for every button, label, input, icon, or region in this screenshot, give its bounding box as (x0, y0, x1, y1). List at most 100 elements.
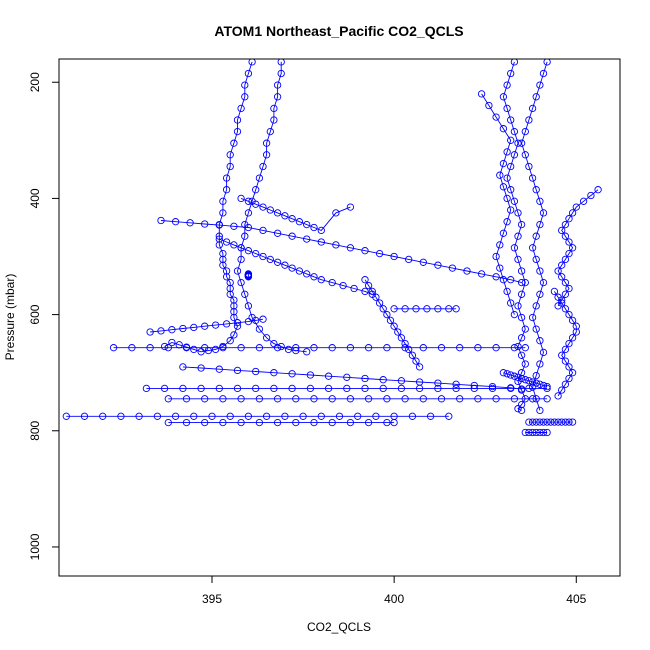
data-point (179, 384, 187, 393)
data-point (222, 238, 231, 246)
data-point (190, 323, 198, 332)
data-point (565, 339, 573, 348)
data-point (364, 395, 373, 403)
data-point (419, 395, 427, 403)
data-point (539, 348, 548, 357)
data-point (558, 226, 566, 235)
data-point (241, 93, 249, 101)
data-point (536, 81, 544, 89)
data-point (525, 428, 533, 437)
data-point (277, 342, 285, 351)
data-point (99, 412, 107, 420)
data-point (211, 321, 220, 329)
data-point (259, 162, 267, 171)
data-point (164, 418, 172, 427)
data-point (259, 252, 267, 261)
series-line (160, 220, 522, 284)
data-series (554, 186, 602, 310)
data-point (561, 232, 570, 240)
data-point (259, 226, 267, 235)
data-point (528, 104, 537, 113)
data-point (255, 325, 264, 333)
data-point (168, 338, 176, 347)
data-point (525, 162, 533, 171)
data-point (521, 360, 529, 368)
data-point (368, 287, 376, 296)
data-point (310, 273, 318, 281)
data-point (190, 412, 198, 420)
data-point (248, 59, 256, 66)
data-point (514, 232, 522, 240)
data-point (284, 345, 293, 354)
data-point (532, 325, 540, 333)
series-line (521, 61, 548, 411)
data-point (117, 412, 125, 420)
data-point (517, 313, 526, 322)
data-point (587, 191, 595, 200)
data-point (536, 290, 544, 298)
data-point (361, 287, 369, 296)
data-point (266, 206, 274, 214)
data-point (528, 174, 537, 182)
data-point (536, 418, 544, 426)
data-point (299, 412, 307, 420)
data-point (536, 406, 544, 415)
data-point (270, 116, 278, 124)
data-point (372, 412, 380, 420)
data-point (157, 216, 165, 225)
data-point (561, 220, 570, 229)
data-series (215, 235, 376, 298)
series-line (164, 61, 253, 353)
data-point (219, 395, 227, 403)
data-point (128, 344, 136, 352)
data-point (550, 418, 559, 426)
data-point (532, 428, 540, 437)
data-point (499, 159, 508, 168)
data-point (324, 384, 333, 393)
data-point (171, 218, 180, 226)
data-series (179, 363, 526, 393)
data-point (470, 381, 478, 390)
data-point (517, 139, 526, 147)
data-point (288, 232, 296, 240)
data-point (182, 344, 191, 352)
data-point (445, 412, 453, 420)
data-point (426, 412, 435, 420)
data-point (579, 197, 588, 205)
data-point (543, 395, 551, 403)
data-point (244, 247, 253, 255)
data-point (514, 405, 522, 413)
data-point (233, 267, 242, 275)
data-point (303, 348, 311, 356)
data-point (252, 186, 260, 194)
data-point (437, 395, 446, 403)
data-point (306, 384, 315, 393)
data-point (521, 344, 529, 352)
data-point (135, 412, 143, 420)
data-point (488, 384, 497, 393)
data-point (262, 334, 271, 342)
data-point (171, 412, 180, 420)
data-point (390, 252, 398, 261)
data-point (517, 290, 526, 298)
data-point (237, 255, 245, 264)
data-point (361, 384, 369, 393)
data-point (241, 232, 249, 240)
data-point (310, 223, 318, 232)
data-point (568, 418, 577, 426)
data-point (558, 386, 566, 394)
data-point (401, 339, 409, 348)
data-point (186, 219, 194, 227)
data-point (503, 174, 511, 182)
data-point (219, 255, 227, 264)
data-point (332, 209, 340, 217)
data-series (499, 59, 529, 415)
data-point (226, 278, 234, 287)
data-point (517, 334, 526, 342)
data-point (525, 116, 533, 124)
data-series (142, 384, 551, 393)
data-point (532, 371, 540, 380)
data-point (266, 255, 274, 264)
data-point (164, 344, 172, 352)
data-point (182, 418, 191, 427)
